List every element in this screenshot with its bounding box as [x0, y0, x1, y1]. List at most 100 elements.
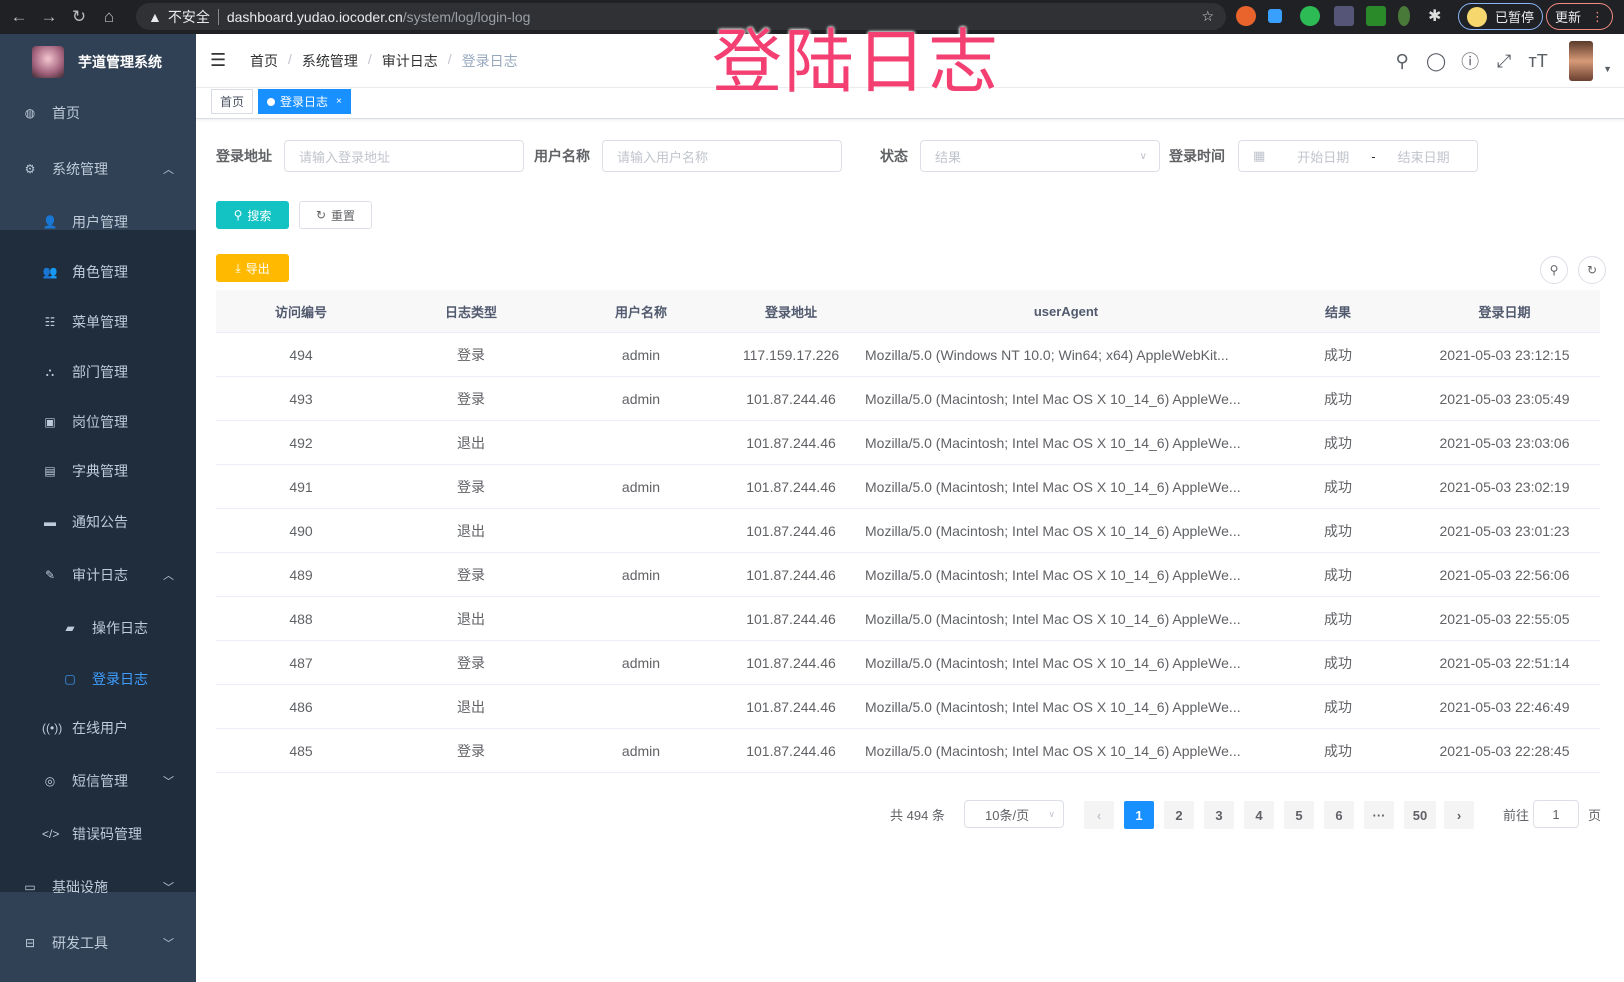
puzzle-icon[interactable]: ✱	[1428, 8, 1442, 25]
sidebar-item-label: 岗位管理	[72, 414, 128, 430]
update-button[interactable]: 更新 ⋮	[1546, 3, 1614, 30]
extension-icon[interactable]	[1398, 6, 1410, 26]
sidebar-item[interactable]: ▬ 通知公告	[0, 497, 196, 547]
table-cell: 492	[289, 434, 313, 451]
avatar	[1467, 6, 1487, 27]
breadcrumb-item[interactable]: 首页	[250, 52, 278, 69]
sidebar-item[interactable]: ((•)) 在线用户	[0, 703, 196, 753]
table-cell: 101.87.244.46	[746, 742, 836, 759]
page-size-select[interactable]: 10条/页 ∨	[964, 800, 1064, 828]
back-icon[interactable]: ←	[10, 7, 28, 26]
page-button[interactable]: 1	[1124, 801, 1154, 829]
extension-icon[interactable]	[1300, 6, 1320, 26]
breadcrumb-separator: /	[367, 50, 372, 67]
breadcrumb-item[interactable]: 审计日志	[381, 52, 438, 69]
status-label: 状态	[880, 148, 908, 164]
search-icon: ⚲	[1549, 263, 1559, 277]
warning-icon: ▲	[148, 8, 162, 25]
tag-login-log[interactable]: 登录日志 ×	[258, 89, 351, 114]
sidebar-item[interactable]: ▤ 字典管理	[0, 446, 196, 496]
table-cell: 101.87.244.46	[746, 478, 836, 495]
avatar[interactable]	[1569, 41, 1594, 81]
ip-label: 登录地址	[216, 148, 272, 164]
goto-page-input[interactable]: 1	[1533, 800, 1579, 828]
extension-icon[interactable]	[1334, 6, 1354, 26]
bookmark-star-icon[interactable]: ☆	[1201, 8, 1214, 24]
sidebar-item[interactable]: </> 错误码管理	[0, 809, 196, 859]
start-date[interactable]: 开始日期	[1297, 149, 1350, 165]
sidebar-item-label: 字典管理	[72, 463, 128, 479]
sidebar-item-label: 通知公告	[72, 514, 128, 530]
reset-button[interactable]: ↻ 重置	[299, 201, 372, 229]
sidebar-item[interactable]: ▣ 岗位管理	[0, 397, 196, 447]
time-label: 登录时间	[1169, 148, 1225, 164]
chevron-down-icon: ∨	[1048, 808, 1055, 819]
end-date[interactable]: 结束日期	[1397, 149, 1450, 165]
address-bar[interactable]: ▲ 不安全 dashboard.yudao.iocoder.cn/system/…	[136, 3, 1226, 30]
page-button[interactable]: 4	[1244, 801, 1274, 829]
sidebar-item[interactable]: 👥 角色管理	[0, 247, 196, 297]
close-icon[interactable]: ×	[336, 96, 342, 107]
sidebar-item[interactable]: ▢ 登录日志	[0, 654, 196, 704]
sidebar-item[interactable]: ◎ 短信管理 ﹀	[0, 756, 196, 806]
chevron-down-icon: ﹀	[163, 938, 174, 950]
github-icon[interactable]: ◯	[1426, 50, 1447, 71]
logo-image	[32, 46, 64, 78]
status-select[interactable]: 结果 ∨	[920, 140, 1160, 172]
table-cell: 490	[289, 522, 313, 539]
sidebar-item[interactable]: ◍ 首页	[0, 88, 196, 138]
tool-icon: ⊟	[24, 936, 36, 950]
page-button[interactable]: 3	[1204, 801, 1234, 829]
sidebar-item[interactable]: ☷ 菜单管理	[0, 297, 196, 347]
breadcrumb: 首页 / 系统管理 / 审计日志 / 登录日志	[250, 51, 528, 71]
toggle-search-button[interactable]: ⚲	[1540, 256, 1568, 284]
page-button[interactable]: 50	[1404, 801, 1436, 829]
total-count: 共 494 条	[890, 807, 945, 823]
caret-down-icon[interactable]: ▼	[1603, 64, 1612, 74]
ip-input[interactable]: 请输入登录地址	[284, 140, 524, 172]
hamburger-icon[interactable]: ☰	[210, 50, 227, 70]
table-row: 491 登录 admin 101.87.244.46 Mozilla/5.0 (Maci…	[216, 465, 1600, 509]
forward-icon[interactable]: →	[40, 7, 58, 26]
sidebar-item[interactable]: ⛬ 部门管理	[0, 347, 196, 397]
reload-icon[interactable]: ↻	[71, 7, 87, 26]
sidebar-item[interactable]: ⚙ 系统管理 ︿	[0, 144, 196, 194]
next-page-button[interactable]: ›	[1444, 801, 1474, 829]
chevron-down-icon: ∨	[1139, 150, 1147, 162]
page-size-value: 10条/页	[985, 807, 1030, 823]
tag-home[interactable]: 首页	[211, 89, 254, 114]
page-button[interactable]: 2	[1164, 801, 1194, 829]
table-cell: Mozilla/5.0 (Macintosh; Intel Mac OS X 1…	[865, 566, 1241, 583]
prev-page-button[interactable]: ‹	[1084, 801, 1114, 829]
refresh-icon: ↻	[315, 208, 327, 222]
table-cell: 491	[289, 478, 313, 495]
sidebar-item[interactable]: ⊟ 研发工具 ﹀	[0, 918, 196, 968]
profile-label: 已暂停	[1495, 10, 1535, 25]
profile-button[interactable]: 已暂停	[1458, 3, 1544, 30]
placeholder: 请输入用户名称	[617, 149, 709, 165]
username-input[interactable]: 请输入用户名称	[602, 140, 842, 172]
monitor-icon: ▭	[24, 880, 36, 894]
logo[interactable]: 芋道管理系统	[0, 34, 196, 90]
sidebar-item[interactable]: ▭ 基础设施 ﹀	[0, 862, 196, 912]
page-button[interactable]: ···	[1364, 801, 1394, 829]
sidebar-item[interactable]: ▰ 操作日志	[0, 603, 196, 653]
sidebar-item[interactable]: ✎ 审计日志 ︿	[0, 550, 196, 600]
breadcrumb-item[interactable]: 系统管理	[301, 52, 358, 69]
extension-icon[interactable]	[1268, 9, 1282, 23]
page-button[interactable]: 6	[1324, 801, 1354, 829]
home-icon[interactable]: ⌂	[103, 7, 115, 26]
sidebar-item[interactable]: 👤 用户管理	[0, 197, 196, 247]
search-button[interactable]: ⚲ 搜索	[216, 201, 289, 229]
question-icon[interactable]: ⓘ	[1461, 52, 1480, 72]
fullscreen-icon[interactable]: ⤢	[1496, 50, 1512, 71]
page-button[interactable]: 5	[1284, 801, 1314, 829]
export-button[interactable]: ⤓ 导出	[216, 254, 289, 282]
extension-icon[interactable]	[1366, 6, 1386, 26]
refresh-button[interactable]: ↻	[1578, 256, 1606, 284]
font-size-icon[interactable]: ᴛT	[1528, 50, 1548, 71]
date-range-picker[interactable]: ▦ 开始日期 - 结束日期	[1238, 140, 1478, 172]
search-icon[interactable]: ⚲	[1395, 50, 1409, 71]
extension-icon[interactable]	[1236, 6, 1256, 26]
table-cell: 成功	[1324, 610, 1352, 627]
